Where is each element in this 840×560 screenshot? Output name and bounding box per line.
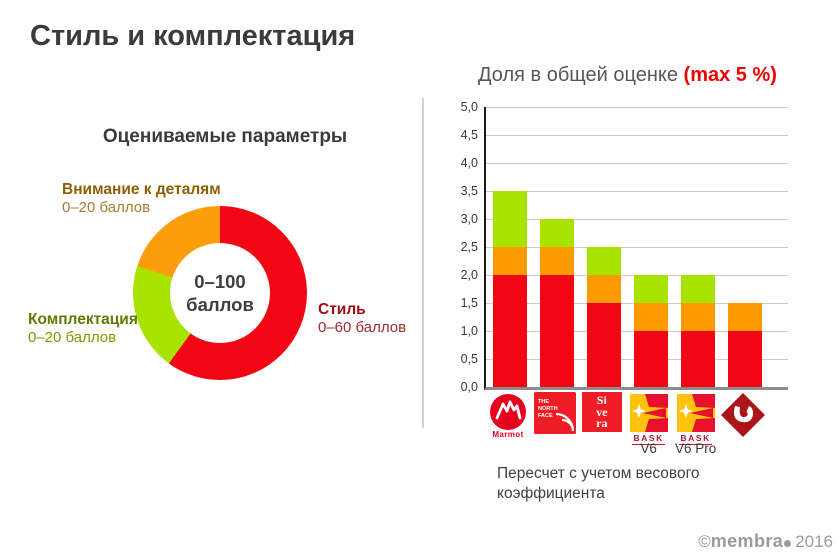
kit-segment (680, 275, 715, 303)
svg-text:THE: THE (538, 399, 549, 405)
kit-segment (493, 191, 527, 247)
redfox-logo-icon (720, 392, 766, 438)
bar-marmot (493, 107, 527, 387)
y-axis-tick: 0,5 (460, 352, 478, 366)
brand-logos-row: Marmot THE NORTH FACE Si ve ra BASK V6 BASK V6 Pro (484, 392, 786, 464)
svg-text:FACE: FACE (538, 413, 553, 419)
watermark-brand-dot-icon (784, 540, 792, 547)
donut-label-style-points: 0–60 баллов (318, 318, 407, 336)
y-axis-tick: 1,0 (460, 324, 478, 338)
y-axis-tick: 2,0 (460, 268, 478, 282)
gridline (486, 191, 788, 192)
gridline (486, 219, 788, 220)
y-axis-tick: 0,0 (460, 380, 478, 394)
style-segment (633, 331, 668, 387)
y-axis-tick: 5,0 (460, 100, 478, 114)
y-axis-tick: 3,5 (460, 184, 478, 198)
watermark-brand: membra (710, 531, 784, 551)
page-title: Стиль и комплектация (30, 20, 356, 52)
style-segment (493, 275, 527, 387)
kit-segment (633, 275, 668, 303)
chart-caption: Пересчет с учетом весового коэффициента (497, 465, 700, 503)
bar-the-north-face (539, 107, 574, 387)
bask-logo-icon: BASK (673, 392, 719, 445)
donut-label-details: Внимание к деталям 0–20 баллов (62, 181, 221, 216)
sivera-logo-icon: Si ve ra (579, 392, 625, 432)
y-axis-tick: 1,5 (460, 296, 478, 310)
svg-text:NORTH: NORTH (538, 406, 558, 412)
donut-label-details-points: 0–20 баллов (62, 198, 151, 216)
details-segment (539, 247, 574, 275)
kit-segment (586, 247, 621, 275)
y-axis-tick: 2,5 (460, 240, 478, 254)
watermark-year: 2016 (795, 532, 833, 551)
gridline (486, 247, 788, 248)
donut-center-label: 0–100 баллов (170, 243, 270, 343)
kit-segment (539, 219, 574, 247)
donut-chart: 0–100 баллов (133, 206, 307, 380)
details-segment (586, 275, 621, 303)
style-segment (680, 331, 715, 387)
bar-chart-title: Доля в общей оценке (max 5 %) (478, 64, 777, 87)
bar-red-fox (727, 107, 762, 387)
donut-label-style-name: Стиль (318, 301, 366, 318)
details-segment (727, 303, 762, 331)
tnf-logo-icon: THE NORTH FACE (532, 392, 578, 434)
donut-label-style: Стиль 0–60 баллов (318, 301, 406, 336)
marmot-logo-icon: Marmot (485, 392, 531, 439)
donut-label-details-name: Внимание к деталям (62, 181, 221, 198)
variant-label: V6 (640, 441, 657, 456)
bar-chart-title-max: (max 5 %) (683, 64, 777, 86)
bar-bask-v6-pro (680, 107, 715, 387)
bar-chart-plot: 0,0 0,5 1,0 1,5 2,0 2,5 3,0 3,5 4,0 4,5 5,0 (461, 100, 788, 394)
gridline (486, 107, 788, 108)
bar-bask-v6 (633, 107, 668, 387)
donut-center-range: 0–100 (194, 271, 246, 292)
y-axis-tick: 4,0 (460, 156, 478, 170)
donut-label-kit-name: Комплектация (28, 311, 138, 328)
style-segment (586, 303, 621, 387)
style-segment (539, 275, 574, 387)
watermark: ©membra 2016 (698, 531, 833, 552)
bask-logo-icon: BASK (626, 392, 672, 445)
details-segment (680, 303, 715, 331)
panel-divider (422, 98, 424, 428)
copyright-symbol: © (698, 532, 711, 551)
donut-center-units: баллов (186, 294, 254, 315)
y-axis-tick: 4,5 (460, 128, 478, 142)
donut-heading: Оцениваемые параметры (102, 126, 348, 147)
details-segment (633, 303, 668, 331)
donut-label-kit: Комплектация 0–20 баллов (28, 311, 138, 346)
style-segment (727, 331, 762, 387)
details-segment (493, 247, 527, 275)
gridline (486, 135, 788, 136)
bar-chart-title-text: Доля в общей оценке (478, 64, 678, 86)
y-axis-tick: 3,0 (460, 212, 478, 226)
variant-label: V6 Pro (674, 441, 717, 456)
gridline (486, 163, 788, 164)
bar-sivera (586, 107, 621, 387)
donut-label-kit-points: 0–20 баллов (28, 328, 117, 346)
